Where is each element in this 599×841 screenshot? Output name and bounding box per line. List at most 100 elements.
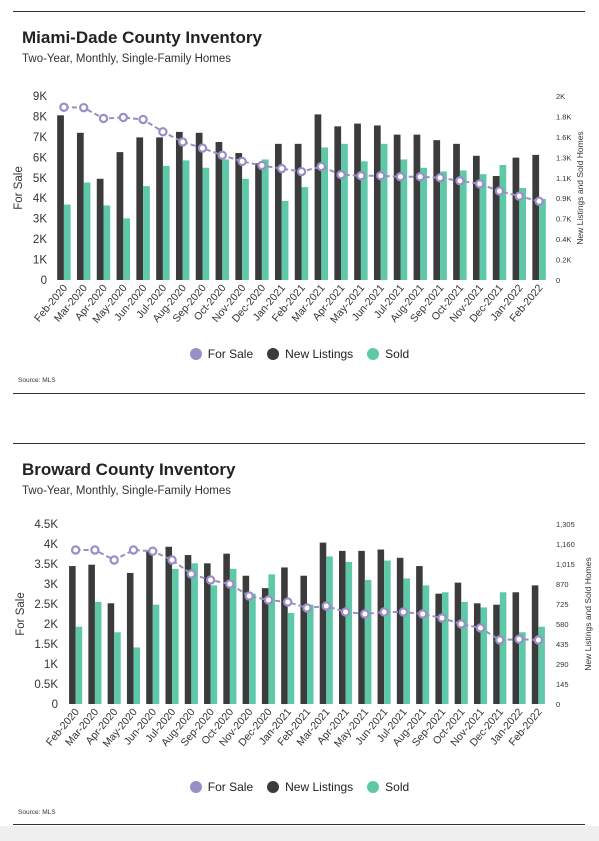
chart-title: Broward County Inventory xyxy=(22,460,236,479)
sold-bar xyxy=(83,182,91,280)
new-listings-swatch-icon xyxy=(267,781,280,793)
new-listings-bar xyxy=(69,566,76,704)
sold-bar xyxy=(422,585,430,704)
sold-bar xyxy=(114,632,121,704)
bottom-rule xyxy=(13,824,585,825)
y-tick-label: 2K xyxy=(33,234,47,246)
for-sale-point xyxy=(217,150,227,160)
y2-tick-label: 1.6K xyxy=(556,133,571,142)
new-listings-bar xyxy=(255,163,262,280)
y-tick-label: 3.5K xyxy=(34,559,58,571)
y2-tick-label: 145 xyxy=(556,680,569,689)
separator-rule xyxy=(13,443,585,444)
sold-bar xyxy=(63,204,71,280)
new-listings-bar xyxy=(493,604,500,704)
new-listings-bar xyxy=(492,176,500,280)
new-listings-bar xyxy=(473,603,481,704)
y-tick-label: 4K xyxy=(33,193,47,205)
new-listings-bar xyxy=(300,575,307,704)
for-sale-point xyxy=(514,191,525,201)
sold-bar xyxy=(261,159,269,280)
sold-bar xyxy=(229,568,237,704)
y2-tick-label: 0 xyxy=(556,276,560,285)
new-listings-bar xyxy=(242,575,250,704)
chart-legend: For Sale New Listings Sold xyxy=(0,780,599,794)
sold-bar xyxy=(182,160,190,280)
sold-bar xyxy=(420,167,428,280)
y2-tick-label: 1.8K xyxy=(556,112,571,121)
y-tick-label: 8K xyxy=(33,111,47,123)
sold-bar xyxy=(345,561,353,704)
sold-bar xyxy=(459,170,467,280)
sold-bar xyxy=(364,579,372,704)
new-listings-bar xyxy=(472,155,480,280)
y2-tick-label: 1,305 xyxy=(556,520,575,529)
y-axis-title: For Sale xyxy=(15,592,27,635)
new-listings-bar xyxy=(433,140,441,280)
new-listings-bar xyxy=(453,143,460,280)
y2-axis-title: New Listings and Sold Homes xyxy=(575,131,585,244)
for-sale-point xyxy=(197,143,208,153)
for-sale-point xyxy=(437,613,447,623)
for-sale-point xyxy=(495,635,505,645)
for-sale-point xyxy=(237,156,247,167)
new-listings-bar xyxy=(195,132,203,280)
for-sale-point xyxy=(257,160,267,171)
for-sale-point xyxy=(456,619,466,629)
y2-tick-label: 725 xyxy=(556,600,569,609)
new-listings-bar xyxy=(416,566,423,704)
for-sale-point xyxy=(98,113,109,124)
for-sale-point xyxy=(263,595,274,605)
for-sale-point xyxy=(244,591,254,601)
for-sale-point xyxy=(296,166,307,177)
for-sale-point xyxy=(475,623,486,633)
for-sale-point xyxy=(177,137,188,147)
new-listings-bar xyxy=(235,153,243,280)
new-listings-bar xyxy=(393,134,401,280)
new-listings-bar xyxy=(146,550,153,704)
sold-bar xyxy=(242,178,249,280)
legend-item-new-listings: New Listings xyxy=(267,780,353,794)
chart-legend: For Sale New Listings Sold xyxy=(0,347,599,361)
sold-bar xyxy=(441,592,449,704)
sold-bar xyxy=(202,167,210,280)
chart-subtitle: Two-Year, Monthly, Single-Family Homes xyxy=(22,485,231,497)
new-listings-bar xyxy=(215,142,223,280)
legend-label-for-sale: For Sale xyxy=(207,347,254,361)
for-sale-point xyxy=(340,607,351,617)
for-sale-point xyxy=(118,112,129,123)
new-listings-bar xyxy=(435,593,442,704)
legend-item-new-listings: New Listings xyxy=(267,347,353,361)
new-listings-bar xyxy=(358,550,365,704)
y-tick-label: 0.5K xyxy=(34,679,58,691)
sold-bar xyxy=(94,601,102,704)
new-listings-bar xyxy=(377,549,385,704)
sold-swatch-icon xyxy=(367,781,380,793)
y2-tick-label: 580 xyxy=(556,620,569,629)
for-sale-point xyxy=(225,579,235,589)
for-sale-point xyxy=(283,597,293,607)
legend-label-new-listings: New Listings xyxy=(285,780,354,794)
sold-bar xyxy=(103,205,111,280)
y-tick-label: 9K xyxy=(33,91,47,103)
broward-chart: 0 0.5K 1K 1.5K 2K 2.5K 3K 3.5K 4K 4.5K 0 145 290 435 5… xyxy=(15,519,593,750)
legend-item-for-sale: For Sale xyxy=(189,347,254,361)
new-listings-bar xyxy=(165,546,173,704)
sold-bar xyxy=(321,147,329,280)
sold-bar xyxy=(268,574,275,704)
new-listings-bar xyxy=(261,588,269,704)
new-listings-bar xyxy=(354,123,361,280)
for-sale-point xyxy=(455,176,465,186)
new-listings-bar xyxy=(57,115,64,280)
sold-bar xyxy=(400,159,408,280)
top-rule xyxy=(13,11,585,12)
sold-bar xyxy=(380,143,388,280)
for-sale-point xyxy=(398,607,409,617)
for-sale-point xyxy=(533,635,544,645)
sold-bar xyxy=(480,607,488,704)
for-sale-point xyxy=(158,127,168,137)
for-sale-point xyxy=(109,555,119,565)
sold-bar xyxy=(326,556,333,704)
y2-tick-label: 870 xyxy=(556,580,569,589)
for-sale-point xyxy=(321,601,331,611)
